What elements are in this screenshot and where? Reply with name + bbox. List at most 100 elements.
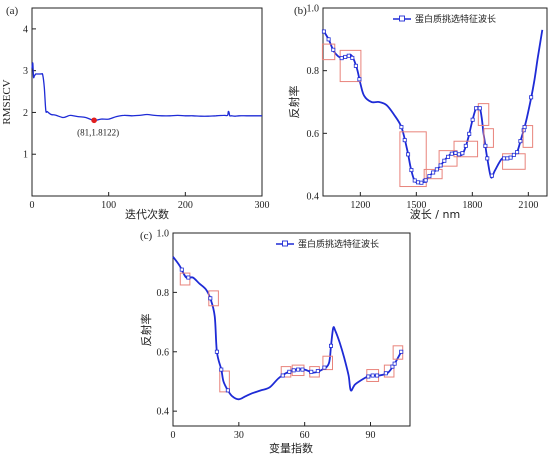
feature-marker — [287, 369, 292, 374]
feature-marker — [489, 173, 494, 178]
series-line — [172, 256, 402, 401]
feature-marker — [474, 106, 479, 111]
feature-region-box — [322, 355, 333, 371]
panel-label-c: (c) — [140, 230, 153, 242]
feature-marker — [427, 174, 432, 179]
feature-marker — [331, 47, 336, 52]
y-tick-label: 0.8 — [157, 288, 170, 299]
x-tick-label: 2100 — [518, 200, 538, 211]
feature-marker — [339, 56, 344, 61]
chart-panel-a: 0 100 200 300 1 2 3 4 迭代次数 RMSECV (81,1.8122) — [1, 7, 270, 221]
feature-marker — [434, 167, 439, 172]
feature-marker — [463, 143, 468, 148]
feature-marker — [399, 349, 404, 354]
feature-marker — [208, 296, 213, 301]
y-tick-label: 2 — [23, 108, 28, 119]
feature-marker — [446, 154, 451, 159]
x-axis-title: 变量指数 — [269, 441, 313, 455]
feature-marker — [515, 150, 520, 155]
x-tick-label: 0 — [30, 200, 35, 211]
feature-marker — [322, 365, 327, 370]
feature-marker — [406, 152, 411, 157]
legend-marker — [399, 15, 405, 22]
feature-region-box — [339, 49, 362, 83]
feature-region-box — [423, 168, 443, 180]
series-line — [322, 29, 544, 185]
x-tick-label: 30 — [234, 430, 244, 441]
panel-label-a: (a) — [6, 5, 19, 17]
y-tick-label: 1 — [23, 150, 28, 161]
y-axis-title: 反射率 — [139, 314, 153, 347]
x-tick-label: 60 — [300, 430, 310, 441]
y-tick-label: 0.8 — [307, 66, 320, 77]
feature-region-box — [483, 128, 494, 148]
feature-marker — [326, 37, 331, 42]
feature-marker — [483, 143, 488, 148]
feature-marker — [225, 388, 230, 393]
feature-marker — [350, 55, 355, 60]
feature-marker — [529, 95, 534, 100]
feature-marker — [214, 349, 219, 354]
feature-region-box — [438, 150, 458, 167]
legend-label: 蛋白质挑选特征波长 — [298, 238, 379, 250]
feature-marker — [518, 139, 523, 144]
feature-marker — [357, 77, 362, 82]
feature-marker — [449, 151, 454, 156]
feature-marker — [346, 53, 351, 58]
x-tick-label: 90 — [366, 430, 376, 441]
feature-marker — [343, 54, 348, 59]
feature-marker — [505, 156, 510, 161]
feature-region-box — [383, 364, 395, 378]
feature-marker — [328, 343, 333, 348]
feature-marker — [508, 155, 513, 160]
y-tick-label: 0.6 — [307, 129, 320, 140]
feature-marker — [412, 178, 417, 183]
feature-marker — [511, 152, 516, 157]
feature-marker — [392, 361, 397, 366]
feature-marker — [456, 152, 461, 157]
panel-label-b: (b) — [294, 5, 307, 17]
feature-marker — [453, 150, 458, 155]
legend-label: 蛋白质挑选特征波长 — [415, 13, 496, 25]
y-tick-label: 0.4 — [307, 192, 320, 203]
feature-marker — [383, 371, 388, 376]
min-point-label: (81,1.8122) — [77, 127, 119, 137]
feature-marker — [186, 275, 191, 280]
min-point-marker — [91, 117, 97, 124]
feature-region-box — [321, 43, 336, 61]
feature-marker — [296, 367, 301, 372]
y-tick-label: 4 — [23, 24, 28, 35]
feature-region-box — [399, 131, 427, 188]
feature-marker — [321, 29, 326, 34]
feature-region-box — [522, 125, 534, 148]
feature-marker — [442, 158, 447, 163]
feature-marker — [416, 180, 421, 185]
y-tick-label: 0.4 — [157, 407, 170, 418]
plot-frame — [31, 7, 263, 197]
feature-region-box — [477, 103, 490, 126]
x-axis-title: 迭代次数 — [125, 207, 169, 221]
y-tick-label: 0.6 — [157, 347, 170, 358]
feature-marker — [375, 373, 380, 378]
x-tick-label: 100 — [101, 200, 116, 211]
feature-marker — [477, 106, 482, 111]
y-tick-label: 3 — [23, 66, 28, 77]
x-tick-label: 0 — [171, 430, 176, 441]
x-tick-label: 1200 — [350, 200, 370, 211]
legend-marker — [282, 240, 288, 247]
feature-marker — [521, 128, 526, 133]
chart-panel-c: 0 30 60 90 0.4 0.6 0.8 1.0 变量指数 反射率 蛋白质挑选特征波长 — [139, 229, 411, 455]
feature-marker — [470, 117, 475, 122]
feature-marker — [409, 168, 414, 173]
y-tick-label: 1.0 — [157, 229, 170, 240]
feature-marker — [315, 369, 320, 374]
feature-marker — [399, 125, 404, 130]
feature-marker — [402, 138, 407, 143]
feature-marker — [291, 368, 296, 373]
feature-marker — [219, 367, 224, 372]
chart-panel-b: 1200 1500 1800 2100 0.4 0.6 0.8 1.0 波长 / nm 反射率 蛋白… — [287, 4, 548, 221]
y-tick-label: 1.0 — [307, 4, 320, 15]
x-tick-label: 300 — [255, 200, 270, 211]
feature-region-box — [453, 140, 479, 158]
feature-marker — [419, 180, 424, 185]
